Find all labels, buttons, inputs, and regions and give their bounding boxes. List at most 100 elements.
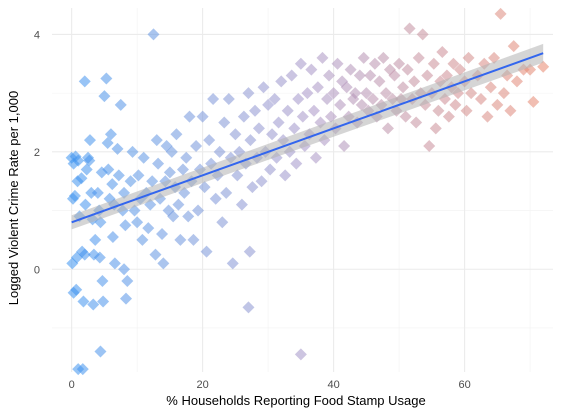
y-axis-ticks: 0 2 4 — [34, 29, 40, 276]
data-point — [96, 275, 109, 287]
data-point — [380, 87, 392, 100]
data-point — [142, 222, 155, 235]
data-point — [111, 142, 124, 155]
data-point — [484, 81, 497, 94]
data-point — [207, 93, 220, 105]
data-point — [344, 63, 357, 76]
regression-line — [71, 52, 544, 224]
data-point — [165, 145, 178, 158]
data-point — [252, 122, 265, 135]
data-point — [150, 134, 163, 147]
data-point — [399, 110, 412, 123]
data-point — [226, 257, 239, 270]
data-point — [294, 57, 307, 70]
data-point — [87, 298, 100, 311]
data-point — [257, 81, 270, 94]
data-point — [106, 178, 119, 191]
data-point — [182, 210, 195, 223]
data-point — [305, 63, 318, 76]
data-point — [381, 122, 394, 135]
data-point — [373, 75, 386, 88]
data-point — [242, 87, 255, 100]
data-point — [497, 87, 510, 100]
data-point — [290, 157, 303, 170]
data-point — [403, 22, 416, 35]
data-point — [108, 257, 121, 270]
data-point — [112, 169, 125, 182]
data-point — [80, 163, 93, 176]
data-point — [460, 104, 473, 117]
x-tick-label: 20 — [197, 379, 209, 391]
data-point — [106, 230, 119, 243]
data-point — [294, 348, 307, 361]
data-point — [137, 151, 150, 164]
data-point — [180, 151, 193, 164]
data-point — [83, 134, 96, 147]
data-point — [114, 98, 127, 111]
data-point — [491, 98, 504, 111]
data-point — [121, 275, 134, 287]
data-point — [338, 139, 351, 152]
data-point — [288, 122, 301, 135]
data-point — [355, 98, 368, 111]
data-point — [349, 87, 362, 100]
regression-line-path — [71, 52, 544, 224]
data-point — [237, 110, 250, 123]
data-point — [507, 40, 520, 53]
data-point — [198, 181, 211, 194]
data-point — [481, 110, 494, 123]
data-point — [172, 198, 185, 211]
data-point — [72, 154, 85, 167]
data-point — [504, 104, 517, 117]
data-point — [272, 116, 285, 129]
data-point — [423, 139, 436, 152]
data-point — [264, 163, 277, 176]
data-point — [243, 245, 256, 258]
data-point — [183, 110, 196, 123]
data-point — [364, 69, 377, 82]
data-point — [266, 128, 279, 141]
x-tick-label: 0 — [69, 379, 75, 391]
data-point — [279, 169, 292, 182]
data-point — [126, 145, 139, 158]
data-point — [447, 57, 460, 70]
data-point — [120, 292, 133, 305]
data-point — [152, 157, 165, 170]
data-point — [262, 98, 275, 111]
data-point — [147, 28, 160, 41]
data-point — [222, 93, 235, 105]
data-points — [65, 7, 550, 376]
y-tick-label: 0 — [34, 264, 40, 276]
data-point — [216, 216, 229, 229]
data-point — [75, 172, 88, 185]
data-point — [70, 251, 83, 264]
data-point — [190, 139, 203, 152]
data-point — [244, 134, 257, 147]
data-point — [427, 57, 440, 70]
data-point — [89, 233, 102, 246]
data-point — [102, 163, 115, 176]
data-point — [323, 69, 336, 82]
data-point — [156, 228, 169, 241]
data-point — [104, 128, 117, 141]
data-point — [340, 81, 353, 94]
data-point — [218, 116, 231, 129]
data-point — [401, 63, 414, 76]
y-tick-label: 2 — [34, 147, 40, 159]
data-point — [510, 75, 523, 88]
data-point — [324, 110, 337, 123]
data-point — [429, 122, 442, 135]
data-point — [101, 137, 114, 150]
x-tick-label: 40 — [327, 379, 339, 391]
data-point — [334, 98, 347, 111]
data-point — [331, 57, 344, 70]
data-point — [360, 87, 373, 100]
data-point — [494, 7, 507, 20]
data-point — [393, 57, 406, 70]
data-point — [118, 263, 131, 276]
data-point — [421, 69, 434, 82]
data-point — [412, 51, 425, 64]
data-point — [174, 233, 187, 246]
data-point — [119, 219, 132, 232]
